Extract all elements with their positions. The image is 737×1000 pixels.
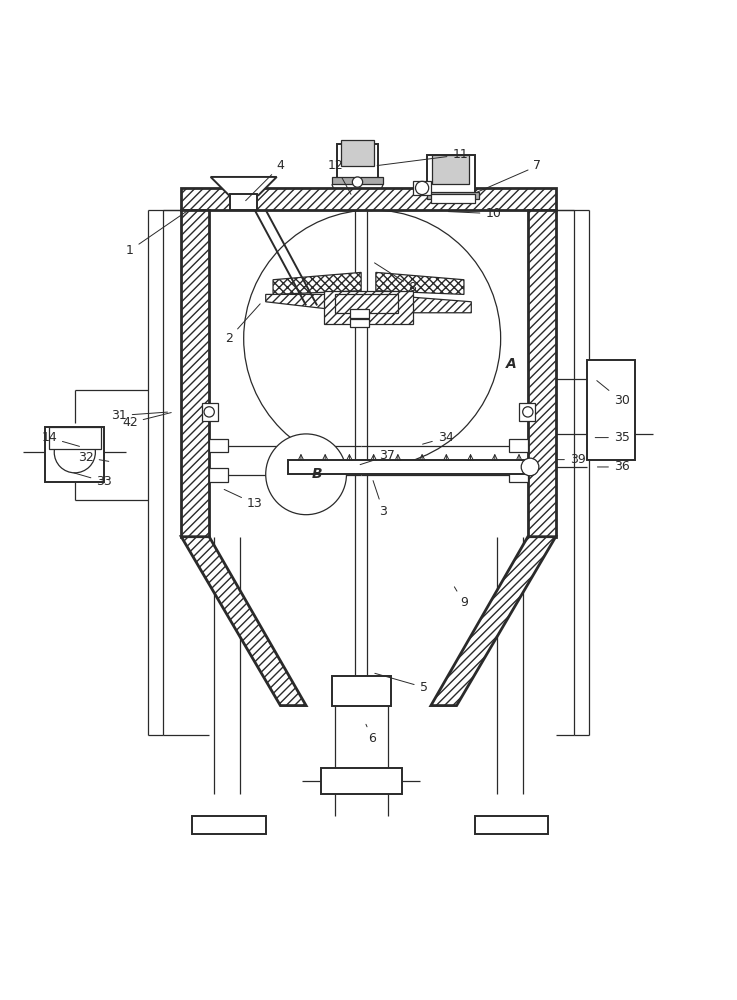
Bar: [431, 194, 475, 203]
Text: 13: 13: [224, 489, 262, 510]
Text: 4: 4: [245, 159, 284, 201]
Bar: [427, 192, 478, 199]
Circle shape: [204, 407, 214, 417]
Bar: [337, 144, 378, 181]
Bar: [332, 676, 391, 706]
Text: 1: 1: [126, 212, 186, 257]
Polygon shape: [211, 177, 276, 195]
Bar: [427, 155, 475, 195]
Text: 14: 14: [41, 431, 80, 446]
Bar: [341, 140, 374, 166]
Bar: [350, 309, 368, 318]
Text: 30: 30: [597, 381, 629, 407]
Text: 31: 31: [111, 409, 167, 422]
Bar: [324, 291, 413, 324]
Bar: [332, 177, 383, 184]
Bar: [509, 468, 528, 482]
Polygon shape: [376, 272, 464, 294]
Polygon shape: [181, 188, 556, 210]
Bar: [519, 403, 535, 421]
Bar: [587, 360, 635, 460]
Polygon shape: [273, 272, 361, 294]
Circle shape: [521, 458, 539, 476]
Bar: [335, 294, 398, 313]
Text: 2: 2: [225, 304, 260, 345]
Circle shape: [352, 177, 363, 187]
Bar: [49, 427, 100, 449]
Text: 5: 5: [375, 673, 427, 694]
Polygon shape: [181, 537, 306, 706]
Bar: [46, 427, 104, 482]
Text: 35: 35: [595, 431, 629, 444]
Circle shape: [55, 432, 95, 473]
Text: 8: 8: [374, 263, 416, 294]
Circle shape: [416, 181, 429, 195]
Bar: [202, 403, 218, 421]
Bar: [509, 439, 528, 452]
Text: 33: 33: [74, 473, 112, 488]
Bar: [209, 439, 228, 452]
Text: 42: 42: [122, 413, 171, 429]
Text: 3: 3: [373, 481, 387, 518]
Bar: [413, 181, 431, 195]
Polygon shape: [431, 537, 556, 706]
Text: 39: 39: [556, 453, 586, 466]
Text: 7: 7: [478, 159, 542, 192]
Polygon shape: [528, 210, 556, 537]
Circle shape: [523, 407, 533, 417]
Polygon shape: [376, 294, 471, 313]
Circle shape: [266, 434, 346, 515]
Text: 10: 10: [448, 207, 501, 220]
Bar: [433, 155, 469, 184]
Bar: [350, 319, 368, 327]
Polygon shape: [181, 210, 209, 537]
Text: 34: 34: [422, 431, 453, 444]
Bar: [475, 816, 548, 834]
Text: 37: 37: [360, 449, 395, 465]
Text: 12: 12: [327, 159, 351, 194]
Bar: [192, 816, 266, 834]
Text: 32: 32: [78, 451, 109, 464]
Text: B: B: [312, 467, 322, 481]
Text: 6: 6: [366, 724, 376, 745]
Bar: [209, 468, 228, 482]
Text: A: A: [506, 357, 517, 371]
Bar: [321, 768, 402, 794]
Polygon shape: [266, 294, 361, 313]
Text: 9: 9: [455, 587, 468, 609]
Text: 36: 36: [598, 460, 629, 473]
Bar: [231, 194, 257, 210]
Bar: [287, 460, 526, 474]
Text: 11: 11: [377, 148, 468, 166]
